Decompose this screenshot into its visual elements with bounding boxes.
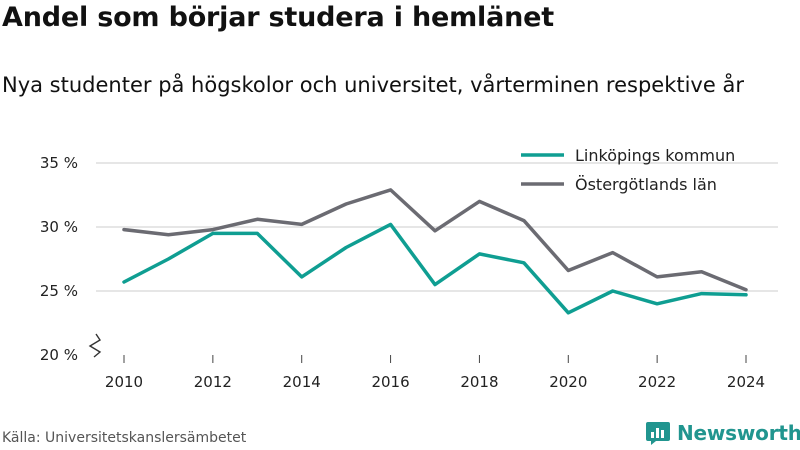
x-tick-label: 2020: [549, 373, 587, 391]
x-axis-ticks: 2010 2012 2014 2016 2018 2020 2022 2024: [105, 355, 765, 391]
source-note: Källa: Universitetskanslersämbetet: [2, 430, 247, 446]
x-tick-label: 2022: [638, 373, 676, 391]
series-lines: [122, 188, 748, 315]
brand-logo[interactable]: Newsworthy: [645, 420, 800, 446]
x-tick-label: 2024: [727, 373, 765, 391]
axis-break-icon: [88, 333, 102, 358]
y-tick-label: 30 %: [40, 218, 78, 236]
x-tick-label: 2012: [194, 373, 232, 391]
line-chart: 20 % 25 % 30 % 35 % 2010 2012 2014 2016 2018 202…: [40, 146, 778, 391]
chart-title: Andel som börjar studera i hemlänet: [2, 2, 554, 33]
y-tick-label: 25 %: [40, 282, 78, 300]
brand-name: Newsworthy: [677, 421, 800, 445]
series-line-linkoping: [122, 222, 748, 315]
legend-label-linkoping: Linköpings kommun: [575, 146, 735, 165]
x-tick-label: 2016: [371, 373, 409, 391]
series-line-ostergotland: [122, 188, 748, 292]
x-tick-label: 2014: [283, 373, 321, 391]
x-tick-label: 2018: [460, 373, 498, 391]
y-tick-label: 35 %: [40, 154, 78, 172]
newsworthy-logo-icon: [646, 422, 670, 445]
legend: Linköpings kommun Östergötlands län: [521, 146, 735, 194]
grid-lines: [96, 162, 778, 292]
x-tick-label: 2010: [105, 373, 143, 391]
y-axis-ticks: 20 % 25 % 30 % 35 %: [40, 154, 78, 364]
y-tick-label: 20 %: [40, 346, 78, 364]
legend-label-ostergotland: Östergötlands län: [575, 175, 717, 194]
chart-subtitle: Nya studenter på högskolor och universit…: [2, 73, 744, 97]
